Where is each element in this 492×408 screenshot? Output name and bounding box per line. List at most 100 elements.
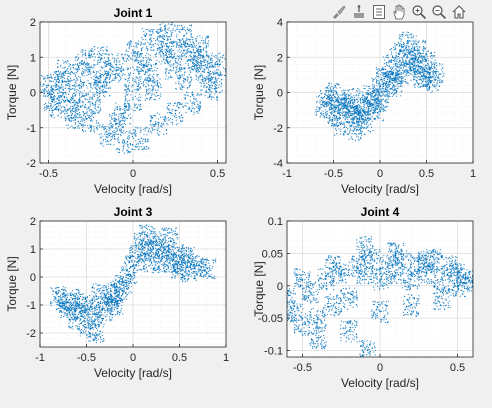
data-point bbox=[140, 76, 142, 78]
data-point bbox=[142, 143, 144, 145]
data-point bbox=[149, 80, 152, 82]
data-point bbox=[54, 107, 56, 109]
legend-icon[interactable] bbox=[370, 3, 388, 21]
data-point bbox=[132, 79, 134, 81]
data-point bbox=[106, 76, 108, 78]
data-point bbox=[69, 88, 71, 90]
data-point bbox=[174, 24, 176, 26]
data-point bbox=[220, 56, 222, 58]
home-icon[interactable] bbox=[450, 3, 468, 21]
data-point bbox=[122, 127, 124, 129]
data-point bbox=[186, 33, 188, 35]
data-point bbox=[43, 92, 45, 94]
data-point bbox=[74, 92, 76, 94]
data-point bbox=[165, 59, 167, 62]
data-point bbox=[87, 64, 90, 66]
data-point bbox=[416, 44, 418, 46]
data-point bbox=[196, 35, 199, 37]
data-point bbox=[126, 140, 129, 142]
data-point bbox=[90, 120, 92, 122]
datatip-icon[interactable] bbox=[350, 3, 368, 21]
data-point bbox=[103, 83, 105, 86]
data-point bbox=[373, 109, 375, 111]
data-point bbox=[325, 109, 327, 111]
data-point bbox=[140, 68, 142, 70]
data-point bbox=[409, 54, 411, 56]
data-point bbox=[408, 31, 410, 34]
data-point bbox=[53, 108, 56, 110]
data-point bbox=[407, 41, 409, 43]
data-point bbox=[116, 105, 118, 108]
data-point bbox=[137, 71, 139, 73]
data-point bbox=[125, 97, 127, 99]
data-point bbox=[64, 71, 66, 74]
data-point bbox=[174, 112, 176, 115]
data-point bbox=[215, 54, 217, 56]
data-point bbox=[214, 64, 216, 66]
data-point bbox=[100, 92, 102, 94]
data-point bbox=[47, 94, 50, 97]
data-point bbox=[127, 84, 130, 86]
data-point bbox=[167, 117, 169, 119]
data-point bbox=[170, 30, 172, 32]
data-point bbox=[179, 51, 181, 53]
data-point bbox=[93, 104, 95, 106]
y-axis-label: Torque [N] bbox=[5, 65, 19, 120]
data-point bbox=[110, 76, 112, 78]
data-point bbox=[142, 85, 145, 87]
data-point bbox=[179, 68, 181, 70]
data-point bbox=[93, 78, 95, 81]
data-point bbox=[79, 98, 81, 100]
data-point bbox=[188, 29, 190, 31]
data-point bbox=[197, 112, 199, 114]
data-point bbox=[378, 69, 380, 71]
data-point bbox=[148, 58, 150, 60]
data-point bbox=[206, 46, 208, 48]
data-point bbox=[337, 111, 339, 113]
data-point bbox=[203, 47, 205, 49]
data-point bbox=[79, 106, 82, 108]
pan-icon[interactable] bbox=[390, 3, 408, 21]
data-point bbox=[196, 64, 199, 67]
data-point bbox=[345, 107, 347, 109]
data-point bbox=[202, 43, 204, 45]
data-point bbox=[62, 99, 65, 101]
data-point bbox=[127, 102, 129, 105]
zoom-out-icon[interactable] bbox=[430, 3, 448, 21]
data-point bbox=[395, 71, 397, 74]
data-point bbox=[172, 115, 174, 117]
data-point bbox=[402, 58, 404, 60]
data-point bbox=[199, 101, 201, 103]
data-point bbox=[188, 67, 190, 70]
data-point bbox=[71, 80, 73, 82]
data-point bbox=[353, 116, 355, 118]
data-point bbox=[128, 136, 131, 139]
data-point bbox=[319, 108, 321, 110]
data-point bbox=[124, 89, 126, 91]
data-point bbox=[67, 117, 69, 119]
data-point bbox=[79, 87, 81, 89]
brush-icon[interactable] bbox=[330, 3, 348, 21]
data-point bbox=[47, 105, 49, 107]
data-point bbox=[167, 119, 169, 121]
data-point bbox=[133, 50, 135, 52]
data-point bbox=[139, 44, 142, 46]
data-point bbox=[371, 104, 373, 106]
data-point bbox=[210, 86, 212, 89]
data-point bbox=[137, 51, 140, 53]
data-point bbox=[152, 124, 154, 126]
data-point bbox=[65, 84, 67, 86]
data-point bbox=[182, 119, 184, 121]
data-point bbox=[110, 80, 113, 82]
zoom-in-icon[interactable] bbox=[410, 3, 428, 21]
data-point bbox=[127, 50, 129, 53]
data-point bbox=[125, 88, 127, 91]
data-point bbox=[81, 55, 83, 57]
data-point bbox=[135, 44, 137, 47]
data-point bbox=[191, 104, 193, 107]
data-point bbox=[320, 115, 322, 117]
data-point bbox=[197, 56, 199, 59]
data-point bbox=[185, 50, 187, 52]
data-point bbox=[105, 65, 108, 67]
